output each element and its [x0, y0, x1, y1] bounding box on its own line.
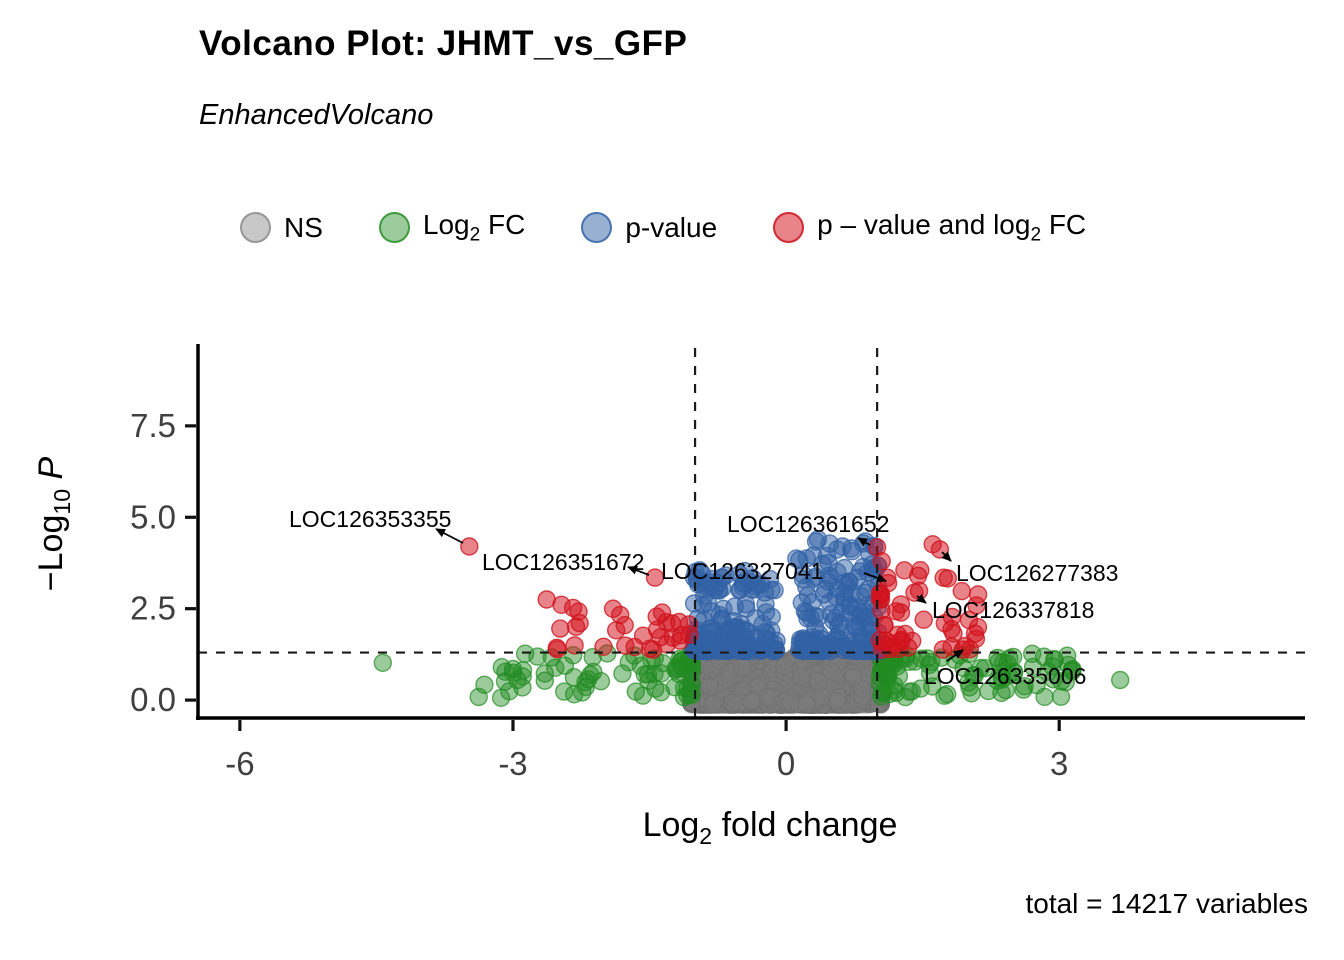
labeled-gene-point [460, 537, 479, 556]
annotation-connector [941, 551, 952, 562]
legend-item: Log2 FC [378, 209, 526, 247]
annotation-connector [946, 649, 964, 662]
gene-label: LOC126361652 [727, 511, 889, 537]
page-title: Volcano Plot: JHMT_vs_GFP [199, 24, 688, 63]
gene-label: LOC126351672 [482, 549, 644, 575]
legend-item: NS [240, 212, 323, 244]
annotation-connector [627, 565, 650, 576]
gene-label: LOC126337818 [932, 597, 1094, 623]
x-tick-label: 3 [1050, 745, 1068, 782]
legend-swatch-circle [773, 212, 805, 244]
legend-item: p-value [581, 212, 717, 244]
labeled-gene-point [878, 573, 898, 593]
gene-label: LOC126353355 [289, 506, 451, 532]
series-ns [682, 643, 890, 714]
gene-label: LOC126277383 [956, 560, 1118, 586]
labeled-gene-point [867, 538, 887, 557]
axes-layer: -6 -3 0 3 0.0 2.5 5.0 7.5 [130, 344, 1305, 782]
y-tick-label: 2.5 [130, 590, 176, 627]
y-tick-label: 7.5 [130, 407, 176, 444]
plot-subtitle: EnhancedVolcano [199, 99, 434, 131]
total-variables-caption: total = 14217 variables [1025, 888, 1308, 919]
gene-label: LOC126327041 [661, 558, 823, 584]
legend-label: p-value [625, 211, 718, 243]
x-axis-title: Log2 fold change [642, 806, 898, 849]
annotation-connector [863, 572, 887, 583]
y-tick-label: 0.0 [130, 681, 176, 718]
legend-swatch-circle [240, 212, 271, 244]
x-tick-label: -3 [498, 745, 527, 782]
legend-swatch-circle [581, 212, 613, 244]
legend-label: NS [284, 211, 323, 243]
series-log2-fc [373, 644, 1130, 707]
x-tick-label: -6 [225, 745, 254, 782]
legend-label: p – value and log2 FC [817, 209, 1087, 246]
gene-label: LOC126335006 [924, 663, 1086, 689]
annotation-connector [857, 537, 871, 547]
labeled-gene-point [645, 568, 665, 587]
legend: NS Log2 FC p-value p – value and log2 FC [240, 209, 1086, 247]
legend-item: p – value and log2 FC [773, 209, 1086, 247]
legend-label: Log2 FC [422, 209, 526, 246]
y-tick-label: 5.0 [130, 498, 176, 535]
x-tick-label: 0 [777, 745, 795, 782]
scatter-points-layer [373, 530, 1130, 714]
annotation-connector [435, 528, 464, 544]
series-p-value [684, 530, 888, 661]
annotation-connector [916, 593, 927, 604]
gene-annotations-layer: LOC126353355 LOC126351672 LOC126327041 LOC1… [289, 506, 1118, 689]
legend-swatch-circle [378, 212, 410, 244]
threshold-lines-layer [198, 348, 1305, 718]
